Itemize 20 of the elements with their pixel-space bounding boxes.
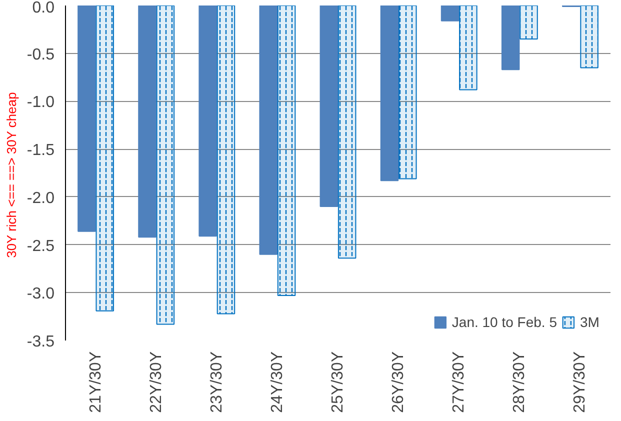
y-tick-label: -1.5	[26, 142, 55, 160]
legend-label: 3M	[580, 314, 600, 330]
x-tick-label: 29Y/30Y	[572, 351, 589, 413]
x-tick-label: 24Y/30Y	[268, 351, 286, 413]
x-tick-label: 23Y/30Y	[208, 351, 226, 413]
legend-label: Jan. 10 to Feb. 5	[452, 314, 557, 330]
y-tick-label: -0.5	[26, 46, 55, 64]
x-tick-label: 27Y/30Y	[450, 351, 468, 413]
y-tick-label: -3.5	[26, 334, 55, 350]
y-tick-label: 0.0	[32, 0, 55, 16]
x-tick-label: 21Y/30Y	[87, 351, 104, 413]
x-tick-label: 22Y/30Y	[148, 351, 165, 413]
y-axis-title: 30Y rich <== ==> 30Y cheap	[4, 92, 19, 258]
x-tick-label: 28Y/30Y	[511, 351, 528, 413]
y-tick-label: -3.0	[26, 286, 55, 303]
x-tick-label: 26Y/30Y	[390, 351, 408, 413]
y-tick-label: -2.5	[26, 238, 55, 255]
y-tick-label: -2.0	[26, 190, 55, 207]
y-tick-label: -1.0	[26, 94, 55, 112]
x-tick-label: 25Y/30Y	[330, 351, 346, 413]
